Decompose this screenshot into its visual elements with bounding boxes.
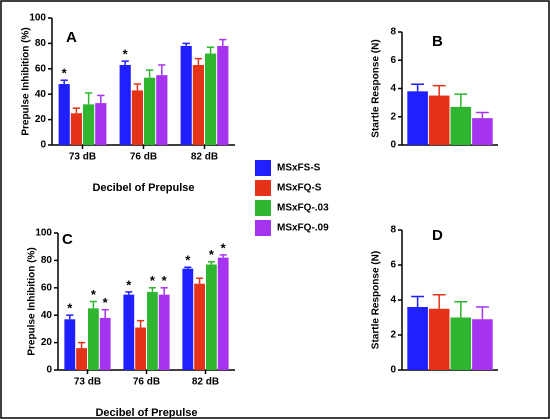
significance-mark: * [126, 277, 132, 292]
significance-mark: * [185, 253, 191, 268]
bar [472, 319, 493, 370]
bar [144, 77, 156, 145]
legend-label: MSxFQ-.09 [277, 223, 329, 234]
bar [194, 283, 205, 370]
y-axis-label: Startle Response (N) [371, 251, 382, 349]
x-tick-label: 73 dB [69, 152, 96, 163]
bar [428, 308, 450, 370]
y-tick-label: 80 [35, 38, 47, 49]
bar [428, 95, 450, 145]
bar [182, 268, 194, 370]
y-axis-label: Prepulse Inhibition (%) [27, 247, 38, 355]
y-tick-label: 0 [390, 365, 396, 376]
y-tick-label: 8 [390, 225, 396, 236]
significance-mark: * [123, 47, 129, 62]
bar [95, 103, 107, 145]
y-tick-label: 6 [390, 260, 396, 271]
panel-label: A [66, 29, 77, 46]
bar [407, 307, 428, 370]
significance-mark: * [209, 247, 215, 262]
significance-mark: * [150, 273, 156, 288]
bar [450, 317, 472, 370]
y-tick-label: 0 [390, 140, 396, 151]
x-tick-label: 82 dB [191, 152, 218, 163]
bar [192, 64, 204, 145]
significance-mark: * [91, 287, 97, 302]
y-tick-label: 60 [35, 63, 47, 74]
bar [70, 113, 82, 145]
bar [123, 294, 135, 370]
bar [156, 75, 168, 145]
legend-swatch [255, 160, 271, 176]
bar [135, 327, 146, 370]
x-axis-label: Decibel of Prepulse [95, 407, 197, 419]
bar [472, 118, 493, 145]
y-tick-label: 0 [40, 140, 46, 151]
bar [64, 319, 76, 370]
bar [83, 104, 95, 145]
legend-label: MSxFQ-S [277, 183, 322, 194]
legend-swatch [255, 220, 271, 236]
significance-mark: * [67, 301, 73, 316]
panel-label: C [62, 231, 73, 248]
significance-mark: * [162, 273, 168, 288]
y-tick-label: 0 [46, 365, 52, 376]
x-tick-label: 76 dB [133, 377, 160, 388]
x-tick-label: 76 dB [130, 152, 157, 163]
significance-mark: * [221, 240, 227, 255]
y-tick-label: 2 [390, 330, 396, 341]
y-tick-label: 8 [390, 27, 396, 38]
significance-mark: * [62, 66, 68, 81]
panel-label: D [432, 227, 443, 244]
y-tick-label: 6 [390, 55, 396, 66]
y-tick-label: 4 [390, 295, 396, 306]
x-tick-label: 82 dB [192, 377, 219, 388]
legend-swatch [255, 180, 271, 196]
bar [217, 45, 229, 145]
bar [180, 45, 192, 145]
x-tick-label: 73 dB [74, 377, 101, 388]
y-tick-label: 2 [390, 111, 396, 122]
bar [158, 294, 170, 370]
y-tick-label: 80 [41, 255, 53, 266]
bar [206, 264, 217, 370]
y-axis-label: Startle Response (N) [371, 39, 382, 137]
significance-mark: * [103, 295, 109, 310]
y-tick-label: 40 [35, 89, 47, 100]
y-tick-label: 100 [35, 228, 52, 239]
y-tick-label: 4 [390, 83, 396, 94]
bar [119, 64, 131, 145]
legend-label: MSxFS-S [277, 163, 321, 174]
y-tick-label: 60 [41, 282, 53, 293]
y-tick-label: 20 [41, 337, 53, 348]
bar [205, 53, 217, 146]
bar [88, 308, 99, 370]
bar [131, 90, 143, 145]
y-tick-label: 100 [29, 13, 46, 24]
x-axis-label: Decibel of Prepulse [92, 182, 194, 194]
y-tick-label: 20 [35, 114, 47, 125]
bar [99, 317, 111, 370]
bar [76, 348, 87, 370]
bar [217, 257, 229, 370]
panel-label: B [432, 33, 443, 50]
bar [450, 106, 472, 145]
y-axis-label: Prepulse Inhibition (%) [21, 27, 32, 135]
legend-label: MSxFQ-.03 [277, 203, 329, 214]
bar [407, 91, 428, 145]
y-tick-label: 40 [41, 310, 53, 321]
legend-swatch [255, 200, 271, 216]
bar [147, 291, 158, 370]
bar [58, 84, 70, 145]
